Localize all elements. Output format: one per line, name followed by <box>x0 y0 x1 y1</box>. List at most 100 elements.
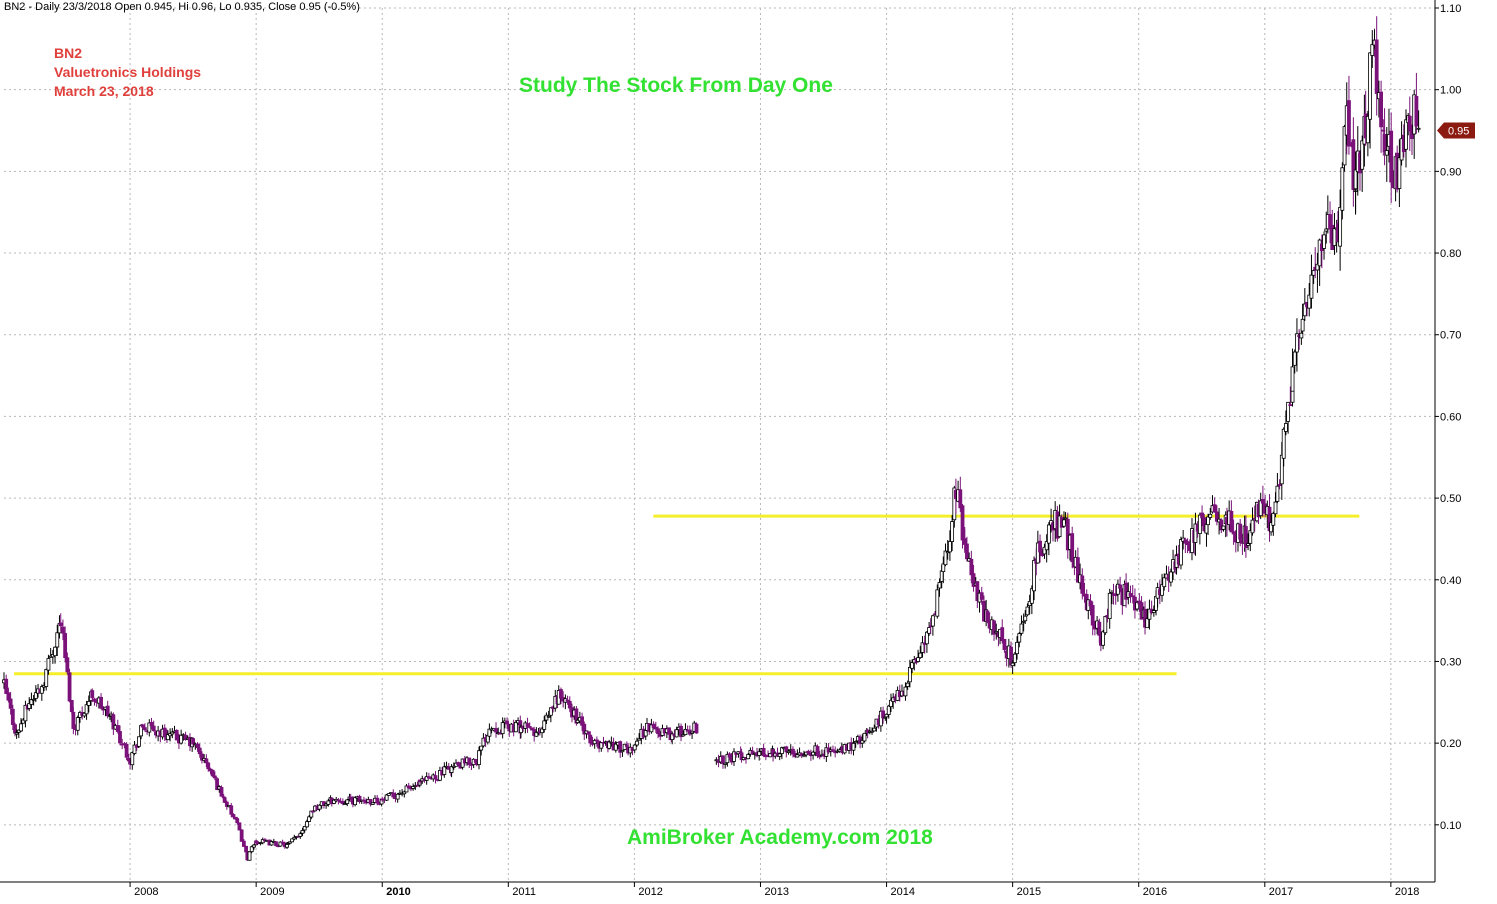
candle-body <box>310 810 315 813</box>
candle-body <box>55 632 60 648</box>
candle-body <box>456 762 461 766</box>
candle-body <box>1281 428 1286 459</box>
candle-body <box>142 727 147 731</box>
candle-body <box>1342 126 1347 166</box>
candle-body <box>99 696 103 709</box>
candle-body <box>786 750 791 753</box>
candle-body <box>481 737 486 747</box>
candle-body <box>92 698 97 702</box>
candle-body <box>962 538 967 545</box>
candle-body <box>1023 615 1028 622</box>
candle-body <box>340 801 345 804</box>
candle-body <box>82 712 87 717</box>
candle-body <box>679 725 683 738</box>
candle-body <box>39 686 44 694</box>
candle-body <box>195 743 200 749</box>
candle-body <box>479 745 484 751</box>
candle-body <box>1075 557 1080 583</box>
candle-body <box>1200 512 1204 519</box>
candle-body <box>219 786 224 797</box>
candle-body <box>674 729 679 738</box>
candle-body <box>1002 638 1007 650</box>
candle-body <box>651 723 656 728</box>
candle-body <box>1097 621 1102 636</box>
candle-body <box>118 731 122 744</box>
candle-body <box>477 750 481 765</box>
candle-body <box>1290 366 1295 392</box>
candle-body <box>925 631 929 645</box>
candle-body <box>613 743 618 751</box>
candle-body <box>1010 662 1015 667</box>
last-price-tag <box>1437 122 1475 139</box>
candle-body <box>884 713 889 718</box>
candle-body <box>140 724 145 728</box>
candle-body <box>1103 616 1108 634</box>
candle-body <box>105 705 110 717</box>
candle-body <box>580 716 584 726</box>
candle-body <box>215 778 219 790</box>
x-tick-label: 2017 <box>1269 886 1293 898</box>
candle-body <box>831 749 835 753</box>
candle-body <box>254 840 259 844</box>
candle-body <box>500 722 505 735</box>
candle-body <box>23 704 28 722</box>
candle-body <box>75 717 80 731</box>
candle-body <box>424 776 429 781</box>
candle-body <box>183 734 188 741</box>
candle-body <box>1080 575 1085 594</box>
candle-body <box>599 742 604 749</box>
candle-body <box>1044 541 1049 551</box>
candle-body <box>632 744 637 751</box>
candle-body <box>1204 523 1209 534</box>
candle-body <box>10 708 15 725</box>
candle-body <box>1128 593 1133 597</box>
candle-body <box>1288 404 1293 407</box>
candle-body <box>115 725 120 732</box>
candle-body <box>247 851 252 861</box>
candle-body <box>667 727 671 735</box>
candle-body <box>111 714 116 730</box>
candle-body <box>1365 115 1370 144</box>
candle-body <box>1208 513 1213 518</box>
candle-body <box>322 801 326 806</box>
y-tick-label: 0.40 <box>1440 575 1461 587</box>
candle-body <box>1088 600 1093 607</box>
candle-body <box>746 754 751 760</box>
candle-body <box>1118 584 1123 589</box>
candle-body <box>780 747 784 754</box>
x-tick-label: 2010 <box>386 886 410 898</box>
candle-body <box>1261 498 1265 504</box>
candle-body <box>985 610 990 622</box>
candle-body <box>336 799 341 802</box>
candle-body <box>910 662 914 669</box>
candle-body <box>137 736 141 747</box>
candle-body <box>649 724 654 733</box>
candle-body <box>1374 39 1379 94</box>
candle-body <box>969 558 974 576</box>
candle-body <box>1219 519 1224 531</box>
candle-body <box>1238 523 1243 540</box>
candle-body <box>1015 642 1019 655</box>
candle-body <box>1332 228 1337 246</box>
candle-body <box>965 543 969 560</box>
candle-body <box>622 743 627 750</box>
candle-body <box>1212 504 1217 513</box>
candle-body <box>694 723 699 734</box>
candle-body <box>862 732 867 742</box>
x-tick-label: 2011 <box>512 886 536 898</box>
candle-body <box>1062 519 1066 527</box>
company-label: Valuetronics Holdings <box>54 64 202 80</box>
candle-body <box>21 719 26 724</box>
x-tick-label: 2013 <box>764 886 788 898</box>
candle-body <box>559 689 563 699</box>
candle-body <box>1246 543 1250 546</box>
candle-body <box>1130 595 1135 598</box>
candle-body <box>795 754 800 758</box>
candle-body <box>975 581 980 602</box>
candle-body <box>519 726 523 734</box>
x-tick-label: 2008 <box>134 886 158 898</box>
candle-body <box>761 747 766 757</box>
candle-body <box>1197 514 1202 535</box>
